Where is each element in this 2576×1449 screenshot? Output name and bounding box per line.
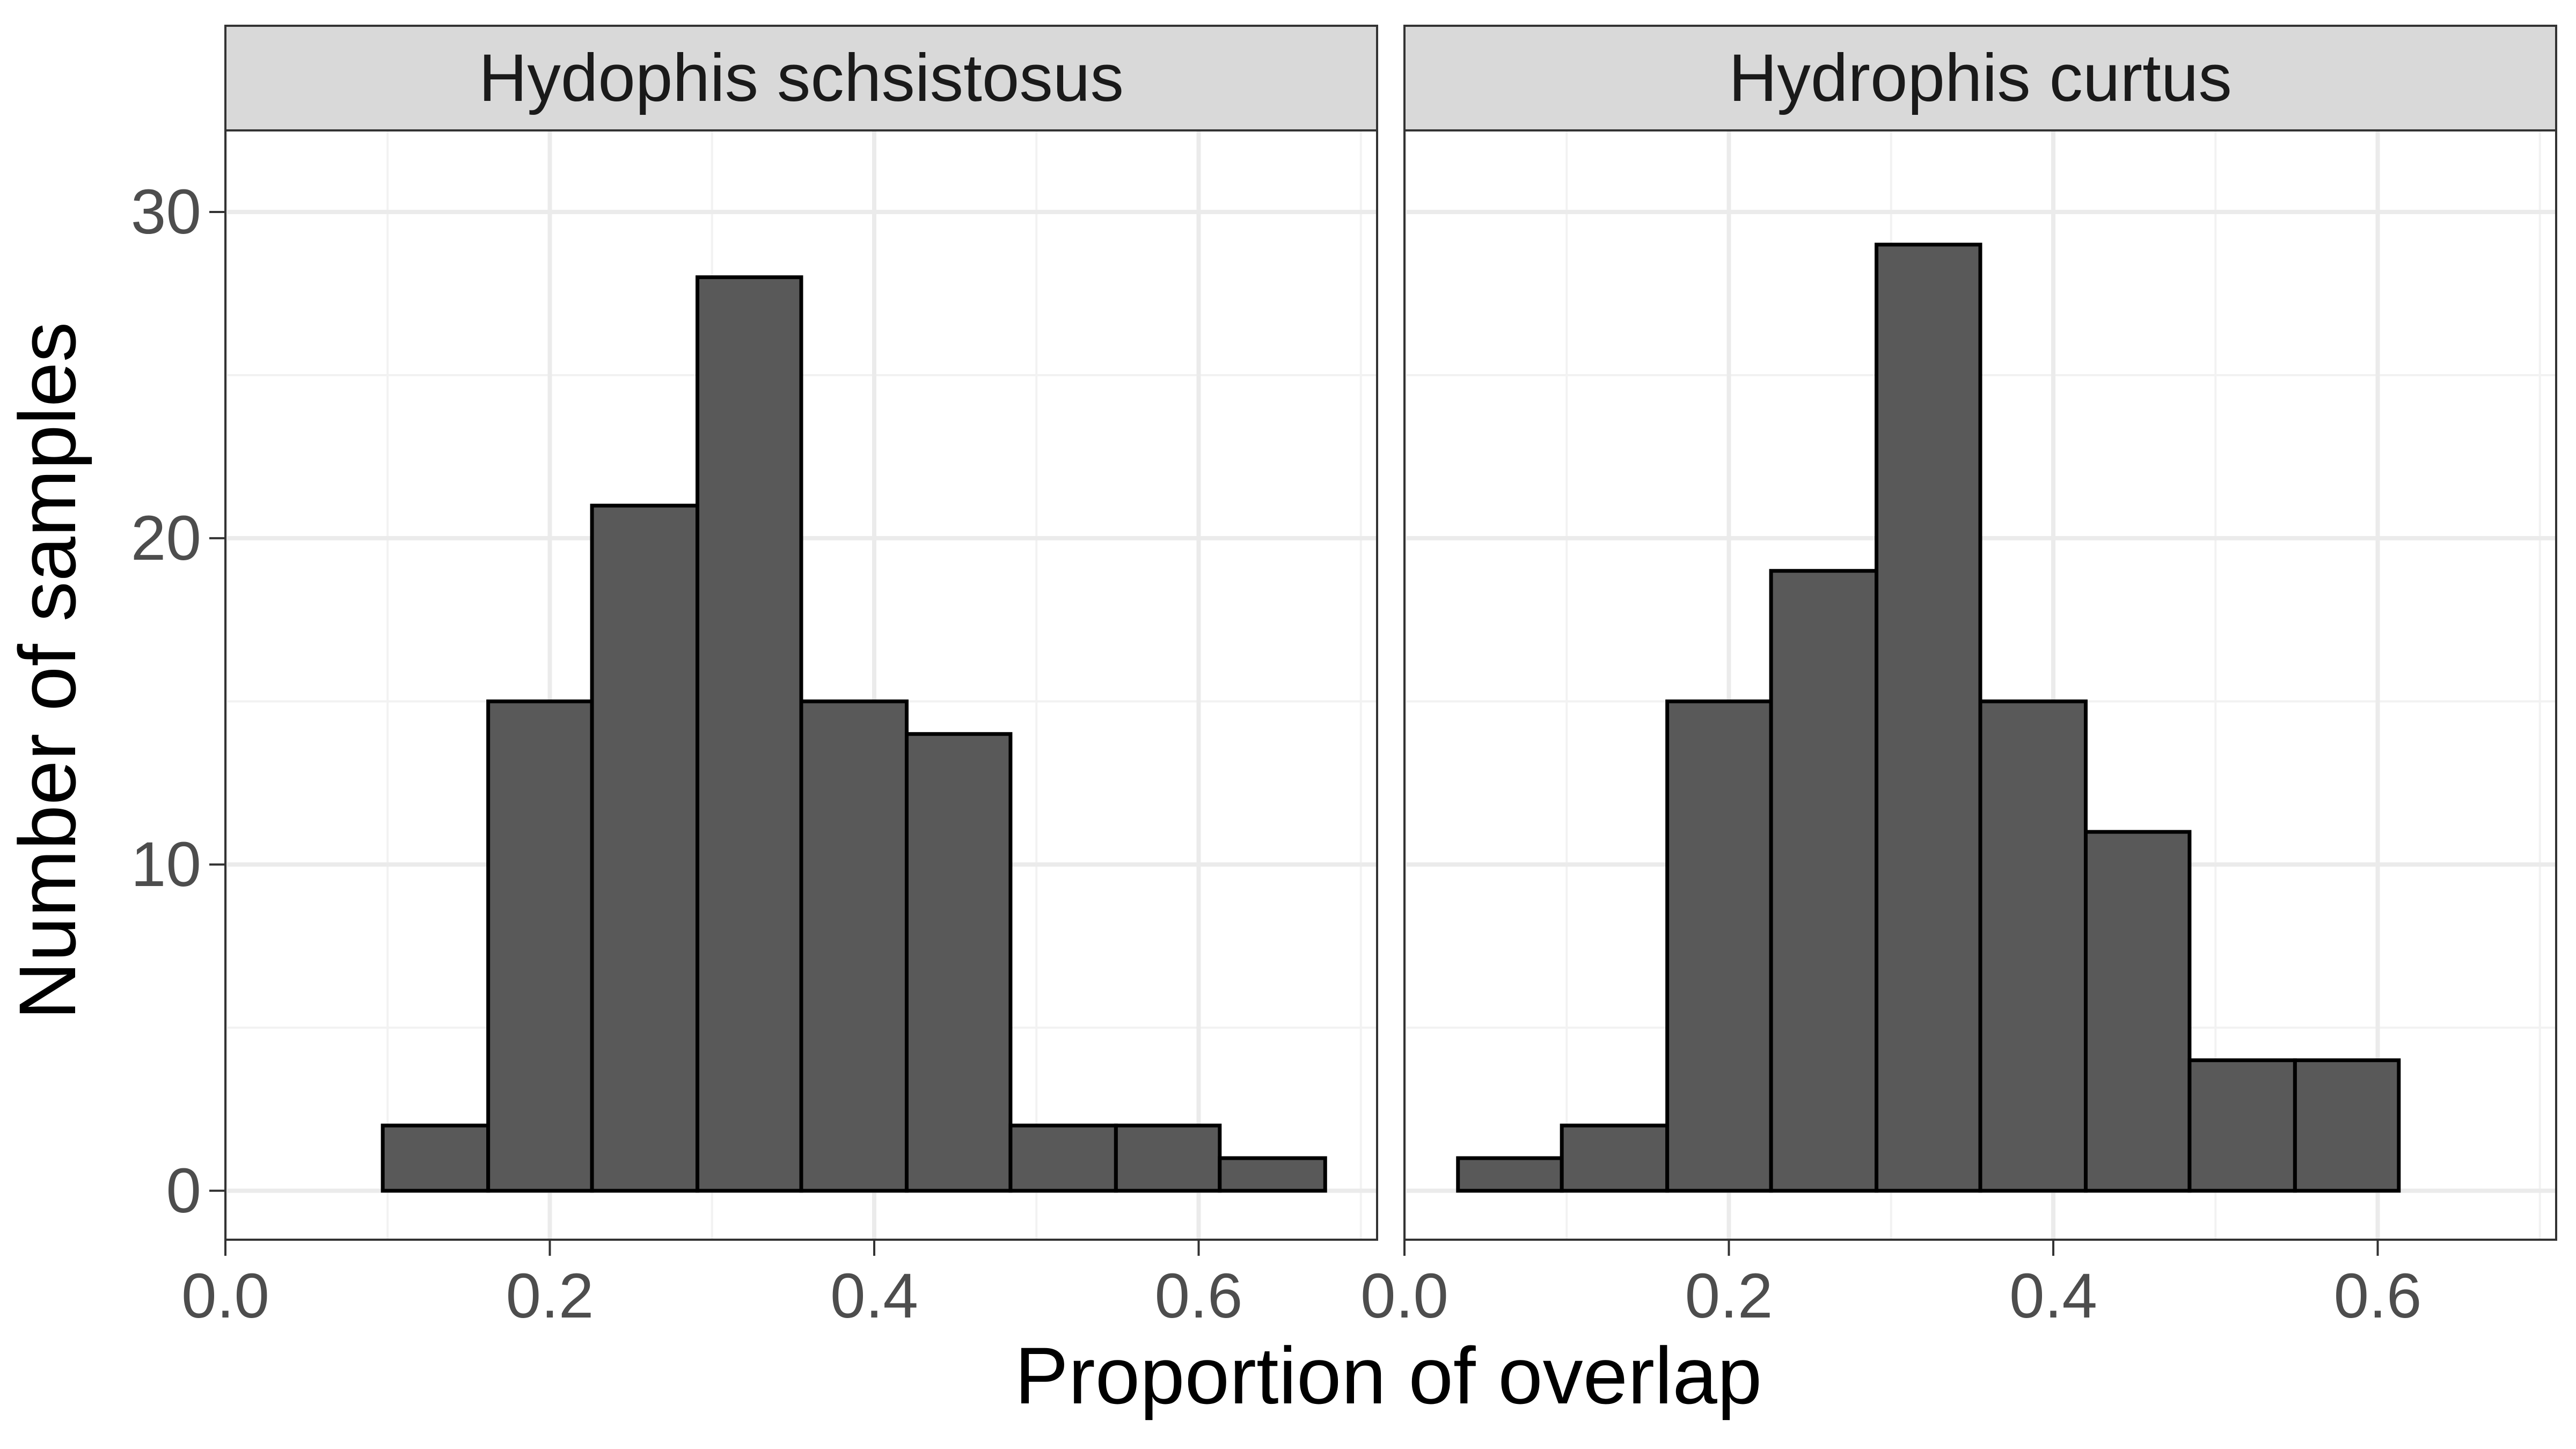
x-tick-label: 0.4: [2009, 1261, 2097, 1331]
y-axis: 0 10 20 30: [131, 177, 225, 1226]
x-tick-label: 0.6: [1154, 1261, 1242, 1331]
bars: [1456, 243, 2401, 1193]
y-axis-title: Number of samples: [2, 322, 92, 1020]
facet-strip-label: Hydophis schsistosus: [479, 41, 1124, 115]
histogram-bar: [2083, 830, 2192, 1193]
panel-1: Hydophis schsistosus 0.0 0.2 0.4 0.6: [181, 25, 1378, 1331]
panel-2: Hydrophis curtus 0.0 0.2 0.4 0.6: [1360, 25, 2557, 1331]
histogram-bar: [2187, 1058, 2297, 1193]
x-axis-2: 0.0 0.2 0.4 0.6: [1360, 1240, 2422, 1331]
histogram-bar: [486, 699, 594, 1193]
bars: [380, 275, 1327, 1193]
histogram-bar: [590, 503, 700, 1193]
y-tick-label: 10: [131, 829, 201, 900]
x-tick-label: 0.0: [181, 1261, 269, 1331]
histogram-bar: [799, 699, 909, 1193]
x-axis-title: Proportion of overlap: [1015, 1330, 1762, 1421]
facet-strip-label: Hydrophis curtus: [1729, 41, 2232, 115]
x-tick-label: 0.2: [506, 1261, 594, 1331]
y-tick-label: 0: [166, 1155, 201, 1226]
y-tick-label: 20: [131, 503, 201, 574]
histogram-bar: [2293, 1058, 2401, 1193]
histogram-bar: [1769, 569, 1879, 1193]
x-axis-1: 0.0 0.2 0.4 0.6: [181, 1240, 1243, 1331]
x-tick-label: 0.4: [830, 1261, 918, 1331]
histogram-bar: [1665, 699, 1773, 1193]
histogram-bar: [904, 732, 1013, 1193]
x-tick-label: 0.2: [1685, 1261, 1773, 1331]
histogram-bar: [380, 1123, 491, 1193]
histogram-bar: [696, 275, 803, 1193]
histogram-bar: [1008, 1123, 1118, 1193]
x-tick-label: 0.6: [2333, 1261, 2421, 1331]
histogram-bar: [1114, 1123, 1222, 1193]
histogram-bar: [1978, 699, 2088, 1193]
facet-strip: [1403, 25, 2557, 131]
x-tick-label: 0.0: [1360, 1261, 1448, 1331]
histogram-bar: [1560, 1123, 1670, 1193]
y-tick-label: 30: [131, 177, 201, 247]
facet-strip: [224, 25, 1378, 131]
histogram-bar: [1456, 1156, 1564, 1193]
histogram-bar: [1875, 243, 1982, 1193]
histogram-bar: [1218, 1156, 1327, 1193]
